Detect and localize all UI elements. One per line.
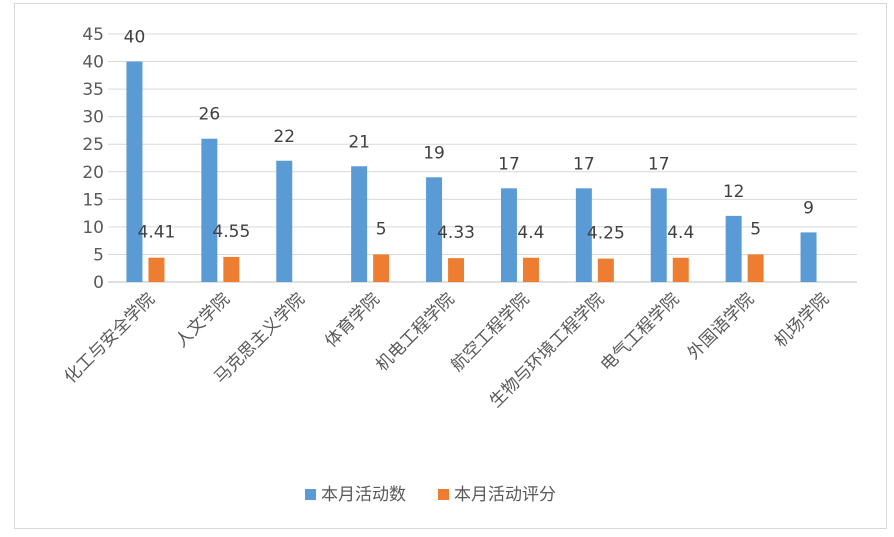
data-label-activity-score: 5 xyxy=(750,219,761,239)
y-tick-label: 5 xyxy=(93,245,104,265)
gridlines xyxy=(108,33,857,283)
data-label-activity-count: 26 xyxy=(199,105,221,125)
data-label-activity-count: 17 xyxy=(498,154,520,174)
data-label-activity-count: 21 xyxy=(348,132,370,152)
y-tick-label: 40 xyxy=(82,53,104,73)
bar-activity-score xyxy=(223,256,240,282)
bar-activity-score xyxy=(747,254,764,282)
bar-activity-score xyxy=(597,258,614,282)
data-label-activity-score: 4.41 xyxy=(138,223,176,243)
category-label: 机电工程学院 xyxy=(372,289,458,375)
data-label-activity-score: 4.55 xyxy=(212,222,250,242)
bar-activity-count xyxy=(575,188,592,282)
bar-activity-count xyxy=(351,166,368,282)
data-labels: 40 4.41 26 4.55 22 21 5 19 4.33 17 4.4 17 4.25 17 4.4 1… xyxy=(124,28,814,244)
category-label: 化工与安全学院 xyxy=(61,289,159,387)
data-label-activity-score: 4.4 xyxy=(517,223,544,243)
y-tick-label: 0 xyxy=(93,273,104,293)
category-label: 电气工程学院 xyxy=(597,289,683,375)
y-tick-label: 10 xyxy=(82,218,104,238)
data-label-activity-count: 12 xyxy=(723,182,745,202)
legend: 本月活动数 本月活动评分 xyxy=(305,485,556,505)
bar-activity-score xyxy=(448,258,465,282)
y-tick-label: 45 xyxy=(82,25,104,45)
y-axis-ticks: 0 5 10 15 20 25 30 35 40 45 xyxy=(82,25,104,293)
data-label-activity-score: 5 xyxy=(376,219,387,239)
data-label-activity-score: 4.33 xyxy=(437,223,475,243)
bar-activity-count xyxy=(650,188,667,282)
legend-swatch xyxy=(438,489,449,500)
bar-activity-score xyxy=(148,257,165,282)
y-tick-label: 20 xyxy=(82,163,104,183)
bar-activity-score xyxy=(522,257,539,282)
bar-activity-count xyxy=(201,138,218,282)
category-label: 人文学院 xyxy=(172,289,234,351)
legend-swatch xyxy=(305,489,316,500)
data-label-activity-count: 17 xyxy=(573,154,595,174)
data-label-activity-count: 22 xyxy=(273,127,295,147)
bar-activity-count xyxy=(276,160,293,282)
category-label: 外国语学院 xyxy=(684,289,758,363)
bar-activity-count xyxy=(725,215,742,282)
bar-activity-count xyxy=(126,61,143,282)
bar-activity-count xyxy=(800,232,817,282)
y-tick-label: 30 xyxy=(82,108,104,128)
data-label-activity-count: 17 xyxy=(648,154,670,174)
bar-activity-count xyxy=(426,177,443,282)
y-tick-label: 25 xyxy=(82,135,104,155)
category-label: 机场学院 xyxy=(771,289,833,351)
data-label-activity-score: 4.4 xyxy=(667,223,694,243)
data-label-activity-count: 19 xyxy=(423,143,445,163)
bar-activity-score xyxy=(373,254,390,282)
data-label-activity-count: 40 xyxy=(124,28,146,48)
data-label-activity-score: 4.25 xyxy=(587,224,625,244)
legend-label: 本月活动数 xyxy=(321,485,406,505)
y-tick-label: 35 xyxy=(82,80,104,100)
bar-activity-count xyxy=(500,188,517,282)
bars xyxy=(126,61,817,282)
y-tick-label: 15 xyxy=(82,190,104,210)
category-label: 体育学院 xyxy=(321,289,383,351)
legend-label: 本月活动评分 xyxy=(454,485,556,505)
bar-activity-score xyxy=(672,257,689,282)
data-label-activity-count: 9 xyxy=(803,198,814,218)
